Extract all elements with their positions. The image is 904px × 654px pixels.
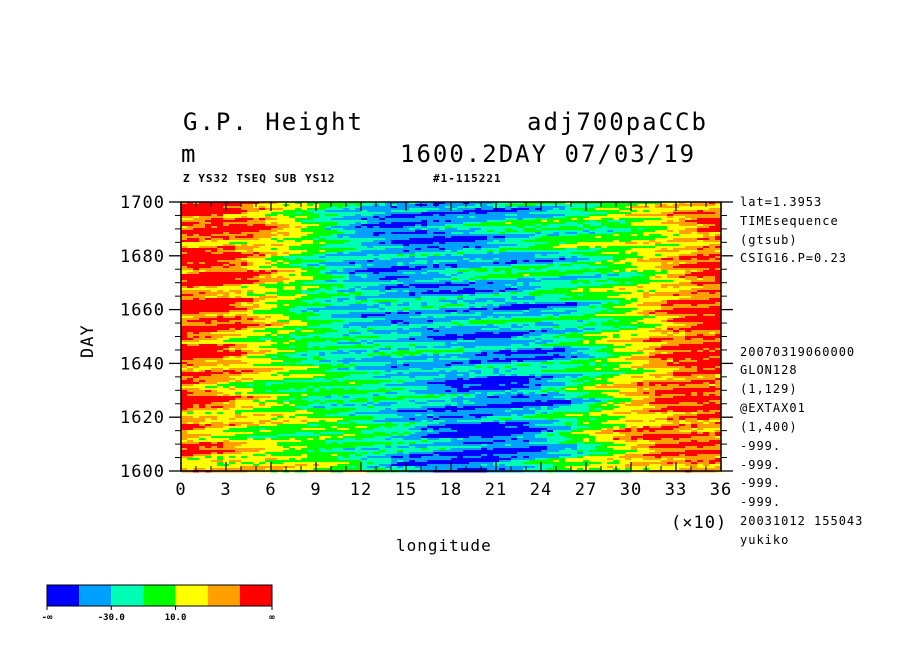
x-tick-label-30: 30	[620, 480, 642, 500]
side-info-14: 20031012 155043	[740, 514, 864, 528]
unit-label: m	[181, 140, 198, 168]
colorbar-label-2: 10.0	[165, 613, 187, 623]
x-tick-label-3: 3	[220, 480, 231, 500]
y-tick-label-1640: 1640	[120, 354, 165, 374]
side-info-10: -999.	[740, 439, 782, 453]
colorbar-segment-4	[175, 585, 208, 606]
colorbar-segment-0	[47, 585, 80, 606]
colorbar-segment-1	[79, 585, 112, 606]
heatmap-field	[181, 202, 722, 473]
colorbar-segment-2	[111, 585, 144, 606]
x-tick-label-27: 27	[575, 480, 597, 500]
y-tick-label-1700: 1700	[120, 193, 165, 213]
x-tick-label-6: 6	[265, 480, 276, 500]
colorbar-segment-5	[207, 585, 240, 606]
x-tick-label-9: 9	[310, 480, 321, 500]
side-info-5: 20070319060000	[740, 345, 856, 359]
y-tick-label-1600: 1600	[120, 462, 165, 482]
x-tick-label-15: 15	[395, 480, 417, 500]
side-info-2: TIMEsequence	[740, 214, 839, 228]
colorbar-frame	[46, 584, 273, 607]
x-tick-label-24: 24	[530, 480, 552, 500]
x-tick-label-12: 12	[350, 480, 372, 500]
x-multiplier-label: (×10)	[671, 513, 728, 533]
x-tick-label-21: 21	[485, 480, 507, 500]
subtitle-right: #1-115221	[433, 172, 502, 185]
side-info-6: GLON128	[740, 363, 798, 377]
side-info-12: -999.	[740, 476, 782, 490]
x-tick-label-0: 0	[175, 480, 186, 500]
colorbar-label-3: ∞	[269, 613, 275, 623]
y-tick-label-1680: 1680	[120, 247, 165, 267]
time-info: 1600.2DAY 07/03/19	[400, 140, 697, 168]
x-tick-label-18: 18	[440, 480, 462, 500]
y-tick-label-1660: 1660	[120, 301, 165, 321]
y-tick-label-1620: 1620	[120, 408, 165, 428]
side-info-1: lat=1.3953	[740, 195, 823, 209]
chart-title: G.P. Height	[183, 108, 364, 136]
side-info-9: (1,400)	[740, 420, 798, 434]
dataset-name: adj700paCCb	[527, 108, 708, 136]
side-info-13: -999.	[740, 495, 782, 509]
side-info-4: CSIG16.P=0.23	[740, 251, 847, 265]
x-tick-label-36: 36	[710, 480, 732, 500]
x-axis-label: longitude	[396, 536, 492, 555]
side-info-15: yukiko	[740, 533, 790, 547]
colorbar-label-1: -30.0	[98, 613, 125, 623]
side-info-8: @EXTAX01	[740, 401, 806, 415]
colorbar-segment-6	[239, 585, 272, 606]
side-info-7: (1,129)	[740, 382, 798, 396]
side-info-3: (gtsub)	[740, 233, 798, 247]
side-info-11: -999.	[740, 458, 782, 472]
colorbar-label-0: -∞	[42, 613, 53, 623]
subtitle-left: Z YS32 TSEQ SUB YS12	[183, 172, 336, 185]
colorbar-segment-3	[143, 585, 176, 606]
x-tick-label-33: 33	[665, 480, 687, 500]
